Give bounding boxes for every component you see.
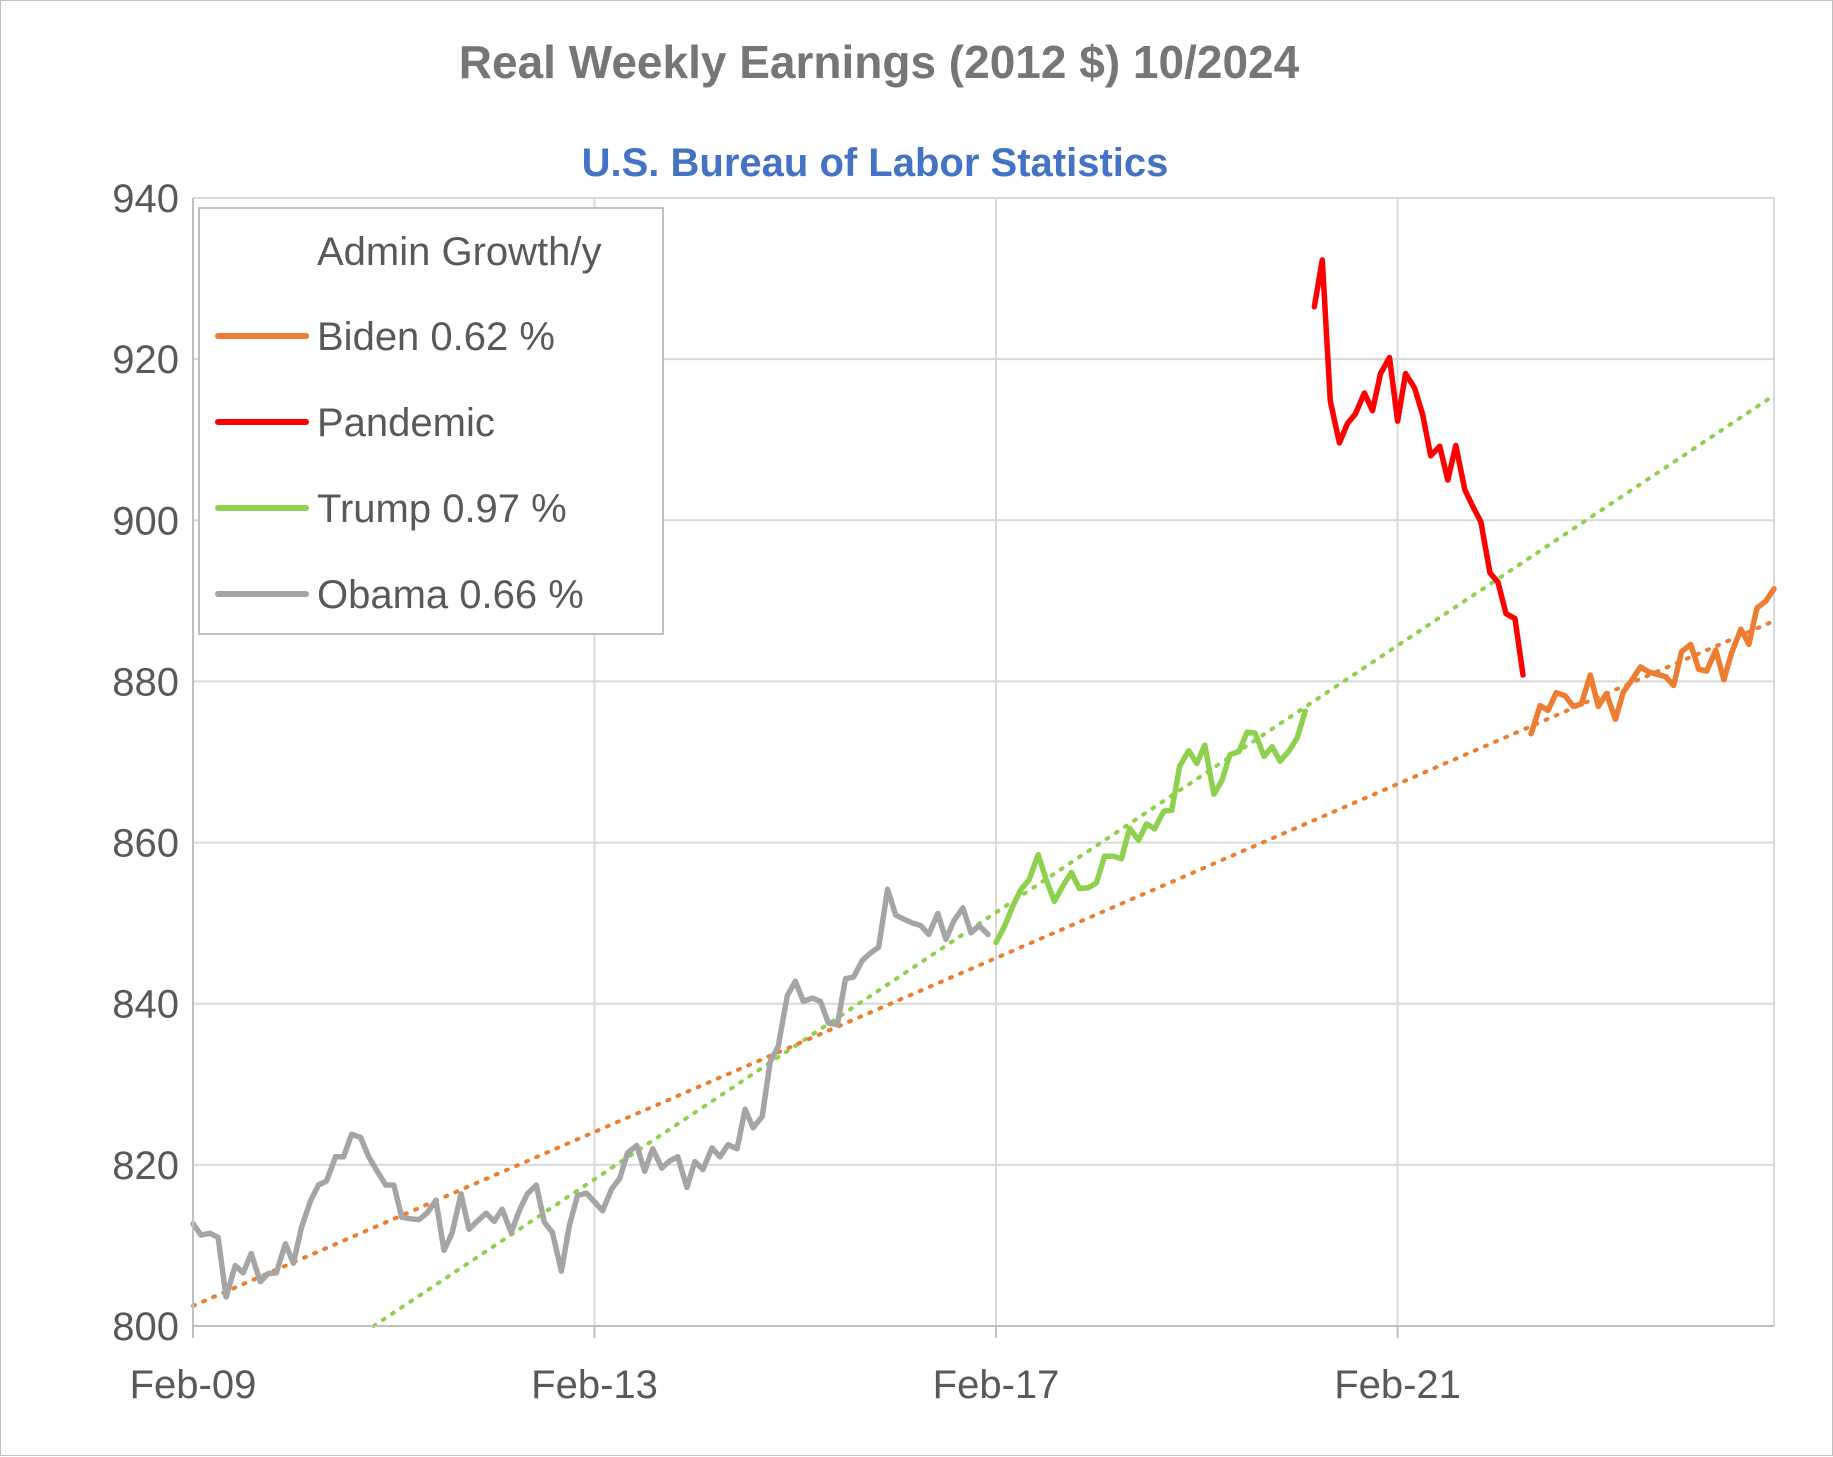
y-tick-label: 940 (112, 177, 179, 221)
x-tick-label: Feb-09 (130, 1363, 257, 1407)
y-tick-label: 800 (112, 1305, 179, 1349)
y-tick-label: 840 (112, 983, 179, 1027)
chart-subtitle: U.S. Bureau of Labor Statistics (582, 141, 1169, 185)
line-chart: Real Weekly Earnings (2012 $) 10/2024 U.… (1, 1, 1833, 1457)
y-tick-label: 880 (112, 660, 179, 704)
y-tick-label: 920 (112, 338, 179, 382)
series-line-trump (996, 711, 1305, 942)
series-line-obama (193, 889, 988, 1297)
y-tick-label: 900 (112, 499, 179, 543)
legend-label-obama: Obama 0.66 % (317, 573, 584, 617)
x-tick-label: Feb-21 (1334, 1363, 1461, 1407)
legend-header: Admin Growth/y (317, 230, 602, 274)
series-line-pandemic (1314, 260, 1523, 675)
legend-label-pandemic: Pandemic (317, 401, 495, 445)
chart-title: Real Weekly Earnings (2012 $) 10/2024 (459, 36, 1300, 88)
legend-label-trump: Trump 0.97 % (317, 487, 567, 531)
x-tick-label: Feb-17 (933, 1363, 1060, 1407)
x-tick-label: Feb-13 (531, 1363, 658, 1407)
legend: Admin Growth/y Biden 0.62 % Pandemic Trump … (199, 208, 663, 634)
chart-container: Real Weekly Earnings (2012 $) 10/2024 U.… (0, 0, 1833, 1456)
legend-label-biden: Biden 0.62 % (317, 315, 555, 359)
y-tick-label: 860 (112, 822, 179, 866)
y-tick-label: 820 (112, 1144, 179, 1188)
